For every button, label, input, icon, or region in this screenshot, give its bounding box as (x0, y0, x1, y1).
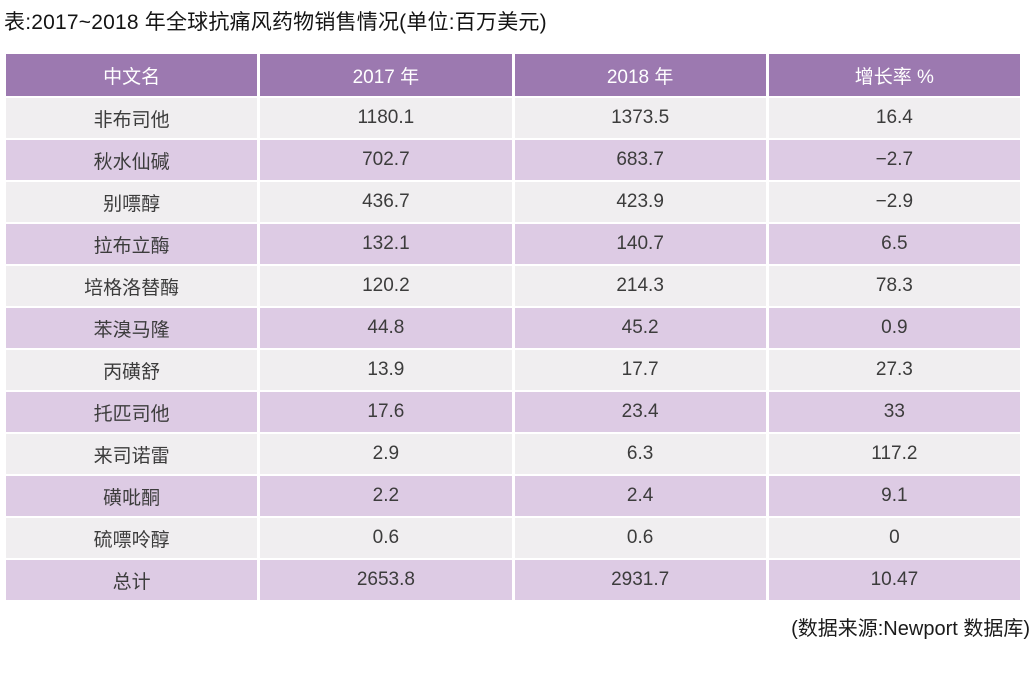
value-cell: 45.2 (511, 306, 769, 350)
header-row: 中文名 2017 年 2018 年增长率 % (2, 52, 1024, 98)
value-cell: 6.5 (765, 222, 1024, 266)
table-body: 非布司他 1180.1 1373.5 16.4 秋水仙碱 702.7 683.7 −2.7 别嘌… (2, 96, 1024, 602)
value-cell: 33 (765, 390, 1024, 434)
table-row: 来司诺雷 2.9 6.3 117.2 (2, 432, 1024, 476)
value-cell: 120.2 (257, 264, 515, 308)
value-cell: 27.3 (765, 348, 1024, 392)
drug-name-cell: 别嘌醇 (2, 180, 261, 224)
value-cell: 2653.8 (257, 558, 515, 602)
data-source-note: (数据来源:Newport 数据库) (791, 618, 1030, 640)
drug-name-cell: 非布司他 (2, 96, 261, 140)
column-header-2: 2018 年 (511, 52, 769, 98)
column-header-1: 2017 年 (257, 52, 515, 98)
value-cell: 13.9 (257, 348, 515, 392)
value-cell: 0.9 (765, 306, 1024, 350)
value-cell: 78.3 (765, 264, 1024, 308)
table-row: 磺吡酮 2.2 2.4 9.1 (2, 474, 1024, 518)
value-cell: 436.7 (257, 180, 515, 224)
table-row: 拉布立酶 132.1 140.7 6.5 (2, 222, 1024, 266)
drug-name-cell: 硫嘌呤醇 (2, 516, 261, 560)
value-cell: 17.6 (257, 390, 515, 434)
table-row: 培格洛替酶 120.2 214.3 78.3 (2, 264, 1024, 308)
drug-name-cell: 丙磺舒 (2, 348, 261, 392)
value-cell: 17.7 (511, 348, 769, 392)
drug-name-cell: 拉布立酶 (2, 222, 261, 266)
value-cell: 2931.7 (511, 558, 769, 602)
drug-name-cell: 总计 (2, 558, 261, 602)
drug-name-cell: 来司诺雷 (2, 432, 261, 476)
value-cell: 9.1 (765, 474, 1024, 518)
value-cell: 10.47 (765, 558, 1024, 602)
table-row: 硫嘌呤醇 0.6 0.6 0 (2, 516, 1024, 560)
value-cell: 423.9 (511, 180, 769, 224)
value-cell: 16.4 (765, 96, 1024, 140)
value-cell: 0.6 (257, 516, 515, 560)
value-cell: 23.4 (511, 390, 769, 434)
table-header: 中文名 2017 年 2018 年增长率 % (2, 52, 1024, 98)
table-row: 秋水仙碱 702.7 683.7 −2.7 (2, 138, 1024, 182)
value-cell: 44.8 (257, 306, 515, 350)
drug-name-cell: 秋水仙碱 (2, 138, 261, 182)
value-cell: −2.7 (765, 138, 1024, 182)
drug-name-cell: 培格洛替酶 (2, 264, 261, 308)
value-cell: 683.7 (511, 138, 769, 182)
value-cell: 702.7 (257, 138, 515, 182)
value-cell: 6.3 (511, 432, 769, 476)
value-cell: 117.2 (765, 432, 1024, 476)
value-cell: 132.1 (257, 222, 515, 266)
value-cell: 140.7 (511, 222, 769, 266)
value-cell: 1373.5 (511, 96, 769, 140)
table-row: 托匹司他 17.6 23.4 33 (2, 390, 1024, 434)
value-cell: 2.9 (257, 432, 515, 476)
table-row: 丙磺舒 13.9 17.7 27.3 (2, 348, 1024, 392)
value-cell: 214.3 (511, 264, 769, 308)
column-header-3: 增长率 % (765, 52, 1024, 98)
value-cell: 1180.1 (257, 96, 515, 140)
table-row: 苯溴马隆 44.8 45.2 0.9 (2, 306, 1024, 350)
value-cell: 0.6 (511, 516, 769, 560)
table-title: 表:2017~2018 年全球抗痛风药物销售情况(单位:百万美元) (4, 11, 547, 34)
value-cell: 0 (765, 516, 1024, 560)
value-cell: 2.2 (257, 474, 515, 518)
table-row: 非布司他 1180.1 1373.5 16.4 (2, 96, 1024, 140)
column-header-0: 中文名 (2, 52, 261, 98)
drug-name-cell: 托匹司他 (2, 390, 261, 434)
data-table: 中文名 2017 年 2018 年增长率 % 非布司他 1180.1 1373.5 16.… (2, 52, 1024, 602)
table-row-total: 总计 2653.8 2931.7 10.47 (2, 558, 1024, 602)
table-row: 别嘌醇 436.7 423.9 −2.9 (2, 180, 1024, 224)
drug-name-cell: 磺吡酮 (2, 474, 261, 518)
value-cell: 2.4 (511, 474, 769, 518)
drug-name-cell: 苯溴马隆 (2, 306, 261, 350)
value-cell: −2.9 (765, 180, 1024, 224)
